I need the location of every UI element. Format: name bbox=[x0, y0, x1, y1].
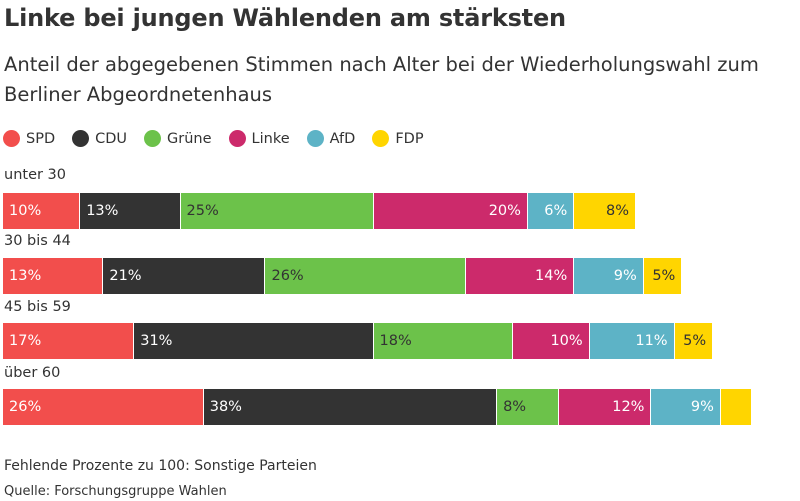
category-label: über 60 bbox=[4, 365, 61, 381]
bar-segment-spd: 17% bbox=[3, 323, 135, 359]
legend-item-fdp: FDP bbox=[372, 130, 424, 147]
bar-row: 10% 13% 25% 20% 6% 8% bbox=[3, 193, 636, 229]
bar-segment-fdp: 5% bbox=[643, 258, 683, 294]
data-label: 21% bbox=[109, 268, 142, 284]
category-label: unter 30 bbox=[4, 167, 67, 183]
data-label: 5% bbox=[683, 333, 707, 349]
data-label: 13% bbox=[9, 268, 42, 284]
legend-swatch bbox=[3, 130, 20, 147]
legend-label: FDP bbox=[395, 130, 424, 147]
data-label: 20% bbox=[488, 203, 521, 219]
legend-item-afd: AfD bbox=[306, 130, 356, 147]
data-label: 18% bbox=[379, 333, 412, 349]
bar-segment-grüne: 25% bbox=[180, 193, 374, 229]
bar-segment-linke: 12% bbox=[558, 389, 652, 425]
legend-item-spd: SPD bbox=[3, 130, 55, 147]
source-note: Quelle: Forschungsgruppe Wahlen bbox=[4, 484, 227, 499]
data-label: 26% bbox=[271, 268, 304, 284]
data-label: 17% bbox=[9, 333, 42, 349]
bar-segment-cdu: 31% bbox=[134, 323, 374, 359]
data-label: 12% bbox=[612, 399, 645, 415]
bar-segment-cdu: 38% bbox=[203, 389, 498, 425]
bar-segment-grüne: 18% bbox=[373, 323, 513, 359]
legend-label: CDU bbox=[95, 130, 128, 147]
data-label: 25% bbox=[186, 203, 219, 219]
legend: SPD CDU Grüne Linke AfD FDP bbox=[3, 130, 441, 147]
legend-label: AfD bbox=[329, 130, 356, 147]
data-label: 13% bbox=[86, 203, 119, 219]
data-label: 9% bbox=[613, 268, 637, 284]
data-label: 10% bbox=[9, 203, 42, 219]
bar-segment-afd: 9% bbox=[574, 258, 644, 294]
category-label: 45 bis 59 bbox=[4, 299, 71, 315]
bar-segment-spd: 26% bbox=[3, 389, 204, 425]
chart-subtitle: Anteil der abgegebenen Stimmen nach Alte… bbox=[4, 53, 759, 106]
bar-segment-fdp: 8% bbox=[574, 193, 636, 229]
legend-swatch bbox=[372, 130, 390, 147]
bar-segment-afd: 9% bbox=[651, 389, 721, 425]
legend-swatch bbox=[228, 130, 246, 147]
legend-item-cdu: CDU bbox=[72, 130, 127, 147]
data-label: 11% bbox=[635, 333, 668, 349]
data-label: 9% bbox=[690, 399, 714, 415]
data-label: 14% bbox=[535, 268, 568, 284]
data-label: 8% bbox=[605, 203, 629, 219]
legend-swatch bbox=[144, 130, 162, 147]
legend-item-linke: Linke bbox=[228, 130, 290, 147]
bar-segment-linke: 20% bbox=[373, 193, 528, 229]
bar-segment-fdp: 5% bbox=[674, 323, 714, 359]
legend-swatch bbox=[72, 130, 90, 147]
bar-segment-fdp bbox=[720, 389, 752, 425]
legend-swatch bbox=[306, 130, 324, 147]
data-label: 26% bbox=[9, 399, 42, 415]
data-label: 6% bbox=[544, 203, 568, 219]
legend-label: SPD bbox=[26, 130, 56, 147]
bar-row: 13% 21% 26% 14% 9% 5% bbox=[3, 258, 683, 294]
chart-title: Linke bei jungen Wählenden am stärksten bbox=[4, 4, 566, 32]
legend-item-grüne: Grüne bbox=[144, 130, 212, 147]
bar-segment-afd: 6% bbox=[527, 193, 575, 229]
category-label: 30 bis 44 bbox=[4, 233, 71, 249]
data-label: 10% bbox=[550, 333, 583, 349]
bar-segment-cdu: 21% bbox=[103, 258, 266, 294]
legend-label: Linke bbox=[251, 130, 290, 147]
bar-segment-afd: 11% bbox=[589, 323, 675, 359]
bar-row: 26% 38% 8% 12% 9% bbox=[3, 389, 752, 425]
data-label: 5% bbox=[652, 268, 676, 284]
bar-row: 17% 31% 18% 10% 11% 5% bbox=[3, 323, 714, 359]
bar-segment-linke: 10% bbox=[512, 323, 590, 359]
data-label: 38% bbox=[209, 399, 242, 415]
bar-segment-spd: 10% bbox=[3, 193, 81, 229]
data-label: 31% bbox=[140, 333, 173, 349]
bar-segment-cdu: 13% bbox=[80, 193, 181, 229]
data-label: 8% bbox=[503, 399, 527, 415]
legend-label: Grüne bbox=[167, 130, 212, 147]
bar-segment-grüne: 26% bbox=[265, 258, 467, 294]
footnote: Fehlende Prozente zu 100: Sonstige Parte… bbox=[4, 458, 317, 474]
bar-segment-spd: 13% bbox=[3, 258, 104, 294]
bar-segment-linke: 14% bbox=[466, 258, 575, 294]
bar-segment-grüne: 8% bbox=[497, 389, 559, 425]
